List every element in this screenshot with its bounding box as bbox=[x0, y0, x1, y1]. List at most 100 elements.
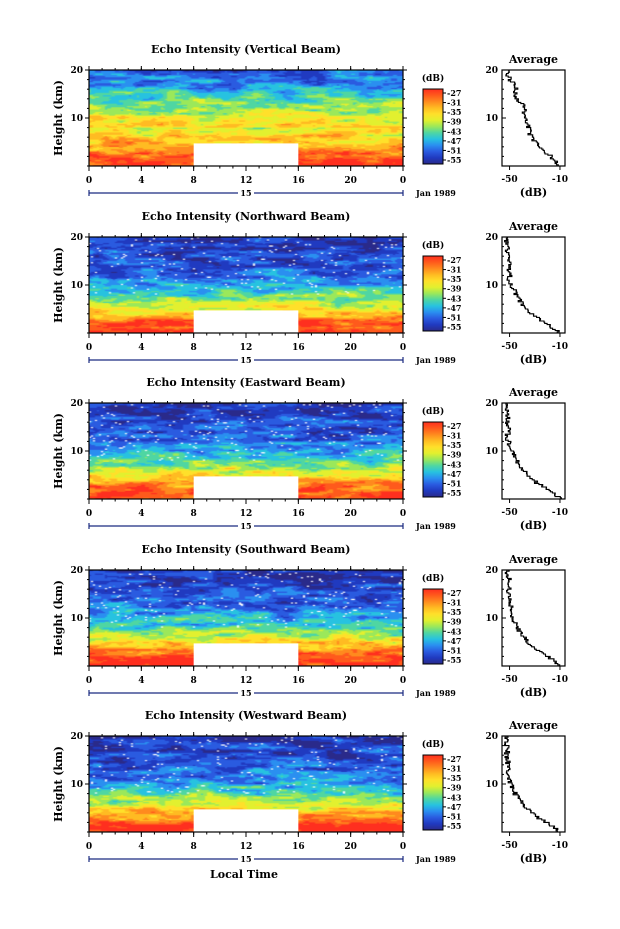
colorbar-tick-label: -31 bbox=[447, 598, 461, 608]
colorbar bbox=[422, 588, 444, 665]
average-y-tick-label: 20 bbox=[485, 566, 498, 576]
colorbar-tick-label: -39 bbox=[447, 284, 462, 294]
colorbar-unit: (dB) bbox=[422, 240, 444, 251]
day-label: 15 bbox=[240, 521, 251, 531]
x-tick-label: 0 bbox=[86, 509, 92, 519]
x-tick-label: 0 bbox=[86, 676, 92, 686]
colorbar bbox=[422, 421, 444, 498]
colorbar-tick-label: -55 bbox=[447, 821, 461, 831]
x-tick-label: 0 bbox=[400, 176, 406, 186]
colorbar-tick-label: -27 bbox=[447, 255, 461, 265]
average-y-tick-label: 20 bbox=[485, 732, 498, 742]
panel-1: Echo Intensity (Vertical Beam) 20 10 Height… bbox=[52, 43, 568, 199]
colorbar-tick-label: -27 bbox=[447, 754, 461, 764]
x-tick-label: 8 bbox=[191, 676, 197, 686]
colorbar-tick-label: -35 bbox=[447, 440, 461, 450]
x-tick-label: 0 bbox=[86, 176, 92, 186]
colorbar-tick-label: -39 bbox=[447, 117, 462, 127]
date-label: Jan 1989 bbox=[415, 521, 456, 531]
y-tick-label: 10 bbox=[70, 614, 83, 624]
average-profile-line bbox=[503, 736, 559, 832]
x-tick-label: 8 bbox=[191, 509, 197, 519]
average-x-tick-label: -10 bbox=[552, 508, 568, 518]
colorbar-unit: (dB) bbox=[422, 573, 444, 584]
x-tick-label: 0 bbox=[400, 676, 406, 686]
y-tick-label: 20 bbox=[70, 399, 83, 409]
data-gap bbox=[193, 809, 299, 832]
colorbar-tick-label: -55 bbox=[447, 155, 461, 165]
colorbar-tick-label: -27 bbox=[447, 588, 461, 598]
average-x-tick-label: -50 bbox=[501, 175, 517, 185]
date-bar-gap bbox=[238, 187, 254, 197]
x-tick-label: 4 bbox=[138, 676, 144, 686]
x-tick-label: 20 bbox=[344, 176, 357, 186]
y-tick-label: 20 bbox=[70, 566, 83, 576]
x-tick-label: 12 bbox=[240, 509, 253, 519]
x-tick-label: 0 bbox=[400, 842, 406, 852]
y-tick-label: 20 bbox=[70, 732, 83, 742]
colorbar-unit: (dB) bbox=[422, 739, 444, 750]
y-axis-label: Height (km) bbox=[52, 80, 65, 156]
average-x-tick-label: -10 bbox=[552, 841, 568, 851]
colorbar-tick-label: -47 bbox=[447, 469, 461, 479]
x-tick-label: 16 bbox=[292, 842, 305, 852]
x-tick-label: 20 bbox=[344, 676, 357, 686]
average-x-label: (dB) bbox=[520, 686, 547, 699]
panel-5: Echo Intensity (Westward Beam) 20 10 Height… bbox=[52, 709, 568, 865]
x-tick-label: 20 bbox=[344, 343, 357, 353]
average-x-label: (dB) bbox=[520, 852, 547, 865]
date-label: Jan 1989 bbox=[415, 355, 456, 365]
x-tick-label: 8 bbox=[191, 176, 197, 186]
panel-4: Echo Intensity (Southward Beam) 20 10 Heigh… bbox=[52, 543, 568, 699]
average-x-label: (dB) bbox=[520, 186, 547, 199]
average-x-label: (dB) bbox=[520, 519, 547, 532]
panels-group: Echo Intensity (Vertical Beam) 20 10 Height… bbox=[52, 43, 568, 865]
x-tick-label: 12 bbox=[240, 842, 253, 852]
colorbar-tick-label: -39 bbox=[447, 450, 462, 460]
colorbar-unit: (dB) bbox=[422, 406, 444, 417]
y-tick-label: 20 bbox=[70, 233, 83, 243]
x-tick-label: 4 bbox=[138, 509, 144, 519]
colorbar-tick-label: -47 bbox=[447, 802, 461, 812]
y-tick-label: 10 bbox=[70, 114, 83, 124]
x-tick-label: 16 bbox=[292, 676, 305, 686]
x-tick-label: 20 bbox=[344, 509, 357, 519]
data-gap bbox=[193, 643, 299, 666]
colorbar-tick-label: -51 bbox=[447, 811, 461, 821]
y-axis-label: Height (km) bbox=[52, 413, 65, 489]
panel-title: Echo Intensity (Vertical Beam) bbox=[151, 43, 341, 56]
average-x-tick-label: -50 bbox=[501, 675, 517, 685]
average-profile-line bbox=[504, 403, 562, 499]
x-tick-label: 16 bbox=[292, 343, 305, 353]
average-profile-line bbox=[504, 237, 560, 333]
day-label: 15 bbox=[240, 355, 251, 365]
average-y-tick-label: 10 bbox=[485, 614, 498, 624]
y-tick-label: 10 bbox=[70, 447, 83, 457]
x-tick-label: 0 bbox=[86, 842, 92, 852]
x-tick-label: 12 bbox=[240, 176, 253, 186]
colorbar-tick-label: -51 bbox=[447, 145, 461, 155]
y-axis-label: Height (km) bbox=[52, 247, 65, 323]
average-title: Average bbox=[508, 553, 558, 566]
average-profile-line bbox=[505, 70, 559, 166]
date-label: Jan 1989 bbox=[415, 188, 456, 198]
y-tick-label: 20 bbox=[70, 66, 83, 76]
colorbar-tick-label: -35 bbox=[447, 773, 461, 783]
date-bar-gap bbox=[238, 687, 254, 697]
colorbar-tick-label: -39 bbox=[447, 783, 462, 793]
colorbar-tick-label: -35 bbox=[447, 607, 461, 617]
x-tick-label: 16 bbox=[292, 176, 305, 186]
x-tick-label: 20 bbox=[344, 842, 357, 852]
average-title: Average bbox=[508, 53, 558, 66]
colorbar-tick-label: -47 bbox=[447, 136, 461, 146]
date-bar-gap bbox=[238, 520, 254, 530]
date-label: Jan 1989 bbox=[415, 854, 456, 864]
colorbar-tick-label: -27 bbox=[447, 88, 461, 98]
colorbar-tick-label: -35 bbox=[447, 274, 461, 284]
average-x-tick-label: -50 bbox=[501, 342, 517, 352]
colorbar-tick-label: -35 bbox=[447, 107, 461, 117]
colorbar-tick-label: -51 bbox=[447, 478, 461, 488]
average-profile-line bbox=[504, 570, 561, 666]
date-label: Jan 1989 bbox=[415, 688, 456, 698]
